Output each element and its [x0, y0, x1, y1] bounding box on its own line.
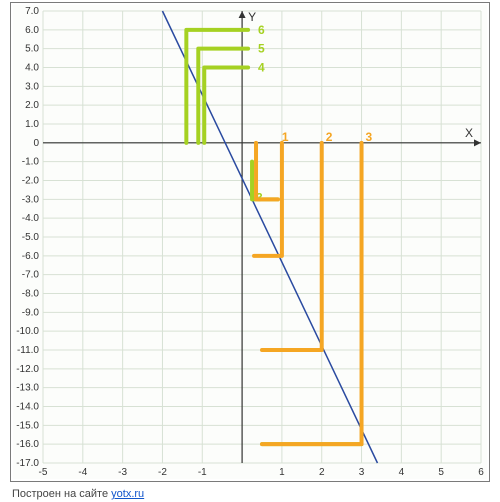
svg-text:-2: -2 [158, 467, 167, 478]
footer-link[interactable]: yotx.ru [111, 488, 144, 500]
svg-text:1: 1 [279, 467, 285, 478]
svg-text:-13.0: -13.0 [16, 383, 39, 394]
svg-text:-3.0: -3.0 [22, 194, 40, 205]
svg-text:-15.0: -15.0 [16, 420, 39, 431]
svg-text:4: 4 [258, 61, 265, 75]
svg-text:2.0: 2.0 [25, 100, 39, 111]
svg-text:2: 2 [319, 467, 325, 478]
svg-text:2: 2 [326, 130, 333, 144]
chart-svg: -5 -4 -3 -2 -1 1 2 3 4 5 6 -17.0 -16.0 -15.0 -14.0 -13.… [13, 5, 487, 479]
svg-text:-9.0: -9.0 [22, 307, 40, 318]
svg-text:3.0: 3.0 [25, 81, 39, 92]
svg-text:-4: -4 [78, 467, 87, 478]
svg-text:-11.0: -11.0 [17, 345, 39, 356]
svg-text:Y: Y [248, 10, 256, 24]
svg-text:4: 4 [399, 467, 405, 478]
svg-text:-6.0: -6.0 [22, 251, 40, 262]
svg-text:6.0: 6.0 [25, 25, 39, 36]
svg-text:6: 6 [478, 467, 484, 478]
svg-text:3: 3 [359, 467, 365, 478]
chart-frame: -5 -4 -3 -2 -1 1 2 3 4 5 6 -17.0 -16.0 -15.0 -14.0 -13.… [10, 2, 490, 482]
chart-area: -5 -4 -3 -2 -1 1 2 3 4 5 6 -17.0 -16.0 -15.0 -14.0 -13.… [13, 5, 487, 479]
svg-text:-7.0: -7.0 [22, 270, 40, 281]
svg-text:-17.0: -17.0 [16, 458, 39, 469]
svg-text:-5: -5 [39, 467, 48, 478]
svg-text:-14.0: -14.0 [16, 402, 39, 413]
svg-text:-5.0: -5.0 [22, 232, 40, 243]
svg-text:-10.0: -10.0 [16, 326, 39, 337]
svg-text:5: 5 [258, 42, 265, 56]
svg-text:3: 3 [366, 130, 373, 144]
svg-text:-16.0: -16.0 [16, 439, 39, 450]
svg-text:1: 1 [282, 130, 289, 144]
svg-text:-2.0: -2.0 [22, 176, 40, 187]
svg-text:-12.0: -12.0 [16, 364, 39, 375]
svg-text:7.0: 7.0 [25, 6, 39, 17]
svg-text:6: 6 [258, 23, 265, 37]
svg-text:0: 0 [33, 138, 39, 149]
svg-text:-3: -3 [118, 467, 127, 478]
chart-container: { "chart": { "type": "line", "axis_title… [0, 0, 500, 502]
svg-text:-1: -1 [198, 467, 207, 478]
svg-text:5: 5 [438, 467, 444, 478]
svg-text:-8.0: -8.0 [22, 289, 40, 300]
svg-text:5.0: 5.0 [25, 44, 39, 55]
svg-text:-4.0: -4.0 [22, 213, 40, 224]
footer-prefix: Построен на сайте [12, 488, 111, 500]
svg-text:-1.0: -1.0 [22, 157, 40, 168]
svg-text:X: X [465, 126, 473, 140]
svg-text:4.0: 4.0 [25, 63, 39, 74]
footer-attribution: Построен на сайте yotx.ru [12, 488, 144, 500]
svg-text:1.0: 1.0 [25, 119, 39, 130]
